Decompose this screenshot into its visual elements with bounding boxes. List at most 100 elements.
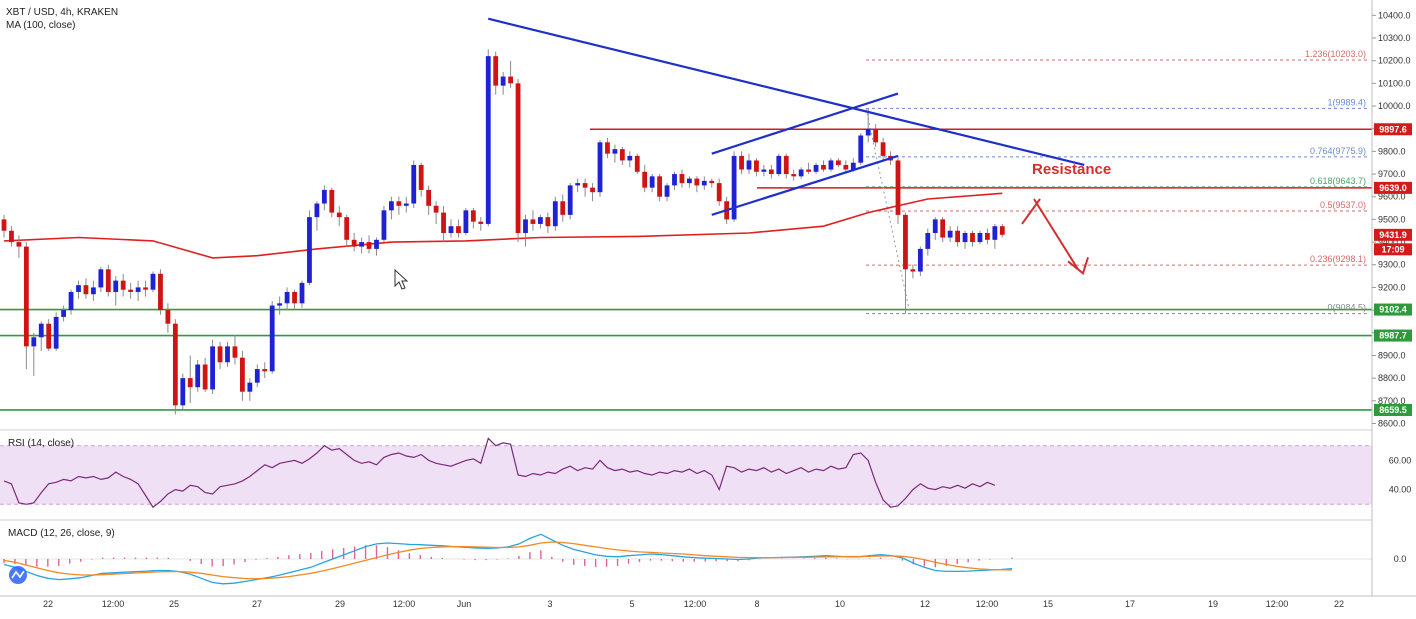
candle [880, 137, 886, 161]
candle-body [768, 169, 774, 175]
candle-body [843, 164, 849, 170]
candle [947, 226, 953, 243]
candle [262, 362, 268, 379]
candle-body [374, 239, 379, 249]
candle-body [672, 174, 677, 186]
candle-body [649, 176, 655, 188]
candle-body [1, 219, 7, 231]
candle [709, 178, 715, 188]
candle [716, 178, 722, 206]
time-tick-label: 12:00 [684, 599, 707, 609]
candle-body [731, 155, 737, 220]
candle-body [813, 164, 819, 172]
candle [642, 164, 648, 193]
price-tag: 9897.6 [1374, 123, 1412, 136]
price-tag-label: 9431.9 [1379, 230, 1407, 240]
candle-body [105, 269, 111, 292]
candle-body [850, 162, 856, 170]
candle [269, 301, 275, 374]
candle-body [806, 169, 811, 172]
candle [858, 133, 864, 165]
candle [582, 178, 588, 197]
time-tick-label: 12:00 [102, 599, 125, 609]
rsi-indicator-label: RSI (14, close) [8, 438, 74, 449]
candle-body [538, 217, 543, 224]
candle [389, 196, 394, 220]
candle-body [396, 201, 402, 206]
price-tick-label: 10200.0 [1378, 56, 1411, 66]
candle-body [433, 205, 439, 213]
candle [217, 341, 223, 370]
price-tick-label: 9200.0 [1378, 282, 1406, 292]
fib-level-label: 0.618(9643.7) [1310, 176, 1366, 186]
time-tick-label: 27 [252, 599, 262, 609]
candle-body [776, 155, 782, 175]
candle-body [575, 183, 581, 186]
candle [575, 178, 581, 193]
tradingview-logo-icon [9, 566, 27, 584]
candle-body [880, 142, 886, 156]
price-tick-label: 9800.0 [1378, 146, 1406, 156]
candle [731, 151, 737, 222]
candle [16, 235, 22, 258]
candle-body [463, 210, 469, 234]
price-tick-label: 10300.0 [1378, 33, 1411, 43]
rsi-band [0, 445, 1372, 505]
candle-body [917, 248, 923, 272]
candle-body [739, 155, 744, 170]
candle [552, 196, 558, 231]
candle-body [761, 169, 767, 172]
candle [31, 332, 37, 376]
candle [240, 350, 245, 401]
candle-body [657, 176, 662, 197]
candle-body [284, 291, 290, 304]
candle-body [172, 323, 178, 406]
candle [478, 217, 484, 231]
candle [813, 162, 819, 175]
candle-body [798, 169, 804, 177]
candle-body [836, 160, 841, 165]
candle [605, 137, 610, 159]
candle [590, 183, 595, 202]
candle [321, 185, 327, 211]
price-tag-label: 9102.4 [1379, 305, 1407, 315]
rsi-tick-label: 40.00 [1389, 485, 1412, 495]
price-tag: 8659.5 [1374, 403, 1412, 416]
price-tag-label: 17:09 [1381, 244, 1404, 254]
candle [195, 359, 201, 392]
chart-title: XBT / USD, 4h, KRAKEN [6, 7, 118, 18]
candle [523, 214, 528, 247]
price-tick-label: 8900.0 [1378, 350, 1406, 360]
candle-body [448, 226, 454, 234]
price-tick-label: 8600.0 [1378, 418, 1406, 428]
macd-tick-label: 0.0 [1394, 554, 1407, 564]
fib-level-label: 0.236(9298.1) [1310, 254, 1366, 264]
candle-body [500, 76, 506, 86]
candle [955, 226, 960, 247]
candle-body [992, 226, 998, 240]
candle [1, 214, 7, 238]
candle [560, 194, 566, 222]
candle [739, 151, 744, 175]
candle [158, 269, 163, 315]
candle-body [180, 378, 186, 406]
price-tick-label: 9400.0 [1378, 237, 1406, 247]
candle [925, 228, 931, 256]
candle-body [381, 210, 387, 240]
candle-body [187, 378, 193, 388]
candle-body [389, 201, 394, 211]
candle-body [910, 269, 916, 272]
candle [463, 208, 469, 236]
candle-body [545, 217, 551, 227]
candle [865, 108, 871, 143]
candle [172, 319, 178, 415]
candle [336, 205, 342, 227]
candle-body [38, 323, 44, 338]
candle [433, 201, 439, 224]
candle-body [150, 273, 156, 290]
ma-indicator-label: MA (100, close) [6, 20, 75, 31]
price-tag-box [1374, 403, 1412, 416]
price-tick-label: 8800.0 [1378, 373, 1406, 383]
candle-body [202, 364, 208, 390]
price-tag-box [1374, 123, 1412, 136]
